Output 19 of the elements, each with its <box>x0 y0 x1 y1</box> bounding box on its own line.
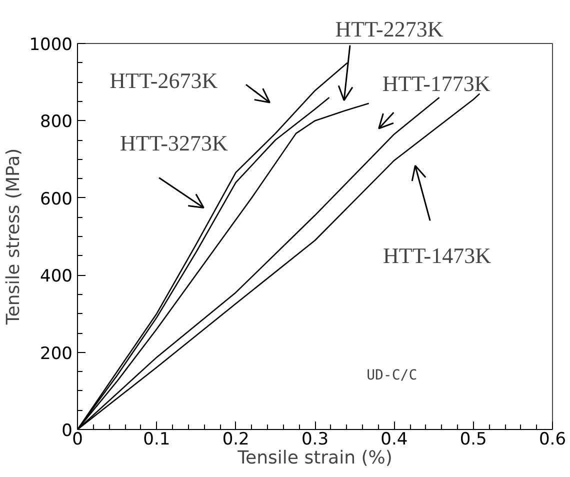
x-tick-label: 0.1 <box>143 430 170 450</box>
x-axis-title: Tensile strain (%) <box>236 448 392 468</box>
text: HTT-2273K <box>335 16 444 42</box>
y-tick-label: 800 <box>40 112 73 132</box>
y-tick-label: 200 <box>40 344 73 364</box>
x-tick-label: 0.5 <box>460 430 487 450</box>
text: HTT-2673K <box>110 68 218 94</box>
text: HTT-1473K <box>383 243 492 268</box>
x-tick-label: 0.6 <box>538 430 566 450</box>
y-tick-label: 400 <box>40 266 73 287</box>
legend-label: HTT-1773K <box>382 71 490 96</box>
x-tick-label: 0.4 <box>380 430 408 450</box>
annotation: UD-C/C <box>366 368 418 384</box>
series-label: HTT-3273K <box>120 130 228 156</box>
x-tick-label: 0.3 <box>301 430 329 450</box>
y-tick-label: 1000 <box>29 35 72 55</box>
x-tick-label: 0.2 <box>222 430 250 450</box>
y-axis-title: Tensile stress (MPa) <box>3 148 24 326</box>
y-tick-label: 600 <box>40 189 73 210</box>
